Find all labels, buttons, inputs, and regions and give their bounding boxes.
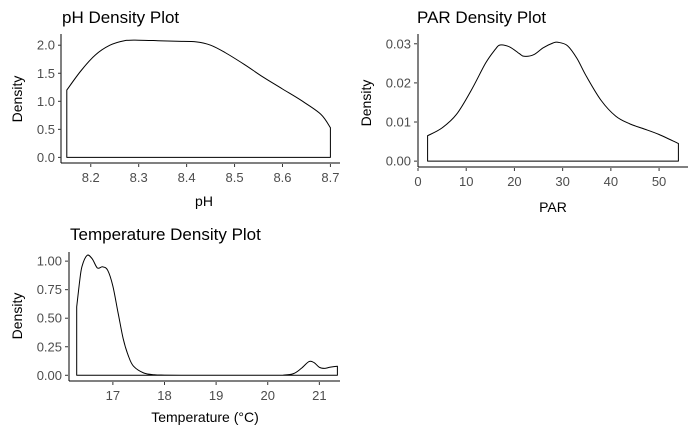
temperature-y-axis-title: Density: [9, 293, 25, 340]
par-y-tick-label: 0.00: [386, 154, 411, 169]
temperature-y-tick-label: 0.25: [37, 339, 62, 354]
temperature-x-axis-title: Temperature (°C): [151, 409, 259, 425]
temperature-y-tick-label: 1.00: [37, 254, 62, 269]
ph-y-tick-label: 2.0: [37, 38, 55, 53]
ph-y-axis-title: Density: [9, 76, 25, 123]
par-x-tick-label: 10: [459, 174, 473, 189]
ph-y-tick-label: 1.5: [37, 66, 55, 81]
ph-x-tick-label: 8.2: [82, 170, 100, 185]
ph-y-tick-label: 0.5: [37, 122, 55, 137]
temperature-x-tick-label: 19: [209, 388, 223, 403]
ph-x-tick-label: 8.7: [321, 170, 339, 185]
temperature-y-tick-label: 0.00: [37, 368, 62, 383]
temperature-y-tick-label: 0.50: [37, 311, 62, 326]
par-x-tick-label: 40: [604, 174, 618, 189]
temperature-x-tick-label: 21: [312, 388, 326, 403]
par-y-ticks: 0.00 0.01 0.02 0.03: [386, 36, 417, 169]
par-y-tick-label: 0.02: [386, 75, 411, 90]
ph-density-panel: pH Density Plot Density pH 0.0 0.5 1.0 1.5 2…: [9, 8, 340, 209]
ph-y-tick-label: 0.0: [37, 150, 55, 165]
par-y-tick-label: 0.01: [386, 115, 411, 130]
temperature-x-tick-label: 18: [157, 388, 171, 403]
par-y-tick-label: 0.03: [386, 36, 411, 51]
temperature-panel-title: Temperature Density Plot: [70, 225, 261, 244]
par-x-tick-label: 50: [652, 174, 666, 189]
ph-x-axis-title: pH: [195, 193, 213, 209]
temperature-density-curve: [76, 254, 338, 376]
par-panel-title: PAR Density Plot: [417, 8, 546, 27]
ph-y-tick-label: 1.0: [37, 94, 55, 109]
par-density-curve: [427, 41, 679, 162]
temperature-y-ticks: 0.00 0.25 0.50 0.75 1.00: [37, 254, 68, 383]
temperature-density-panel: Temperature Density Plot Density Tempera…: [9, 225, 340, 425]
ph-density-curve: [66, 39, 331, 158]
ph-x-tick-label: 8.5: [226, 170, 244, 185]
temperature-x-tick-label: 20: [260, 388, 274, 403]
par-x-axis-title: PAR: [539, 199, 567, 215]
par-x-tick-label: 0: [414, 174, 421, 189]
ph-panel-title: pH Density Plot: [62, 8, 179, 27]
par-x-tick-label: 30: [555, 174, 569, 189]
ph-x-tick-label: 8.3: [130, 170, 148, 185]
ph-x-tick-label: 8.6: [273, 170, 291, 185]
temperature-x-ticks: 17 18 19 20 21: [106, 382, 327, 403]
par-density-panel: PAR Density Plot Density PAR 0.000.010.0…: [358, 8, 688, 215]
ph-x-ticks: 8.2 8.3 8.4 8.5 8.6 8.7: [82, 164, 339, 185]
ph-x-tick-label: 8.4: [178, 170, 196, 185]
ph-y-ticks: 0.0 0.5 1.0 1.5 2.0: [37, 38, 61, 165]
par-y-axis-title: Density: [358, 80, 374, 127]
par-x-tick-label: 20: [507, 174, 521, 189]
temperature-y-tick-label: 0.75: [37, 282, 62, 297]
par-x-ticks: 0 10 20 30 40 50: [414, 168, 666, 189]
temperature-x-tick-label: 17: [106, 388, 120, 403]
